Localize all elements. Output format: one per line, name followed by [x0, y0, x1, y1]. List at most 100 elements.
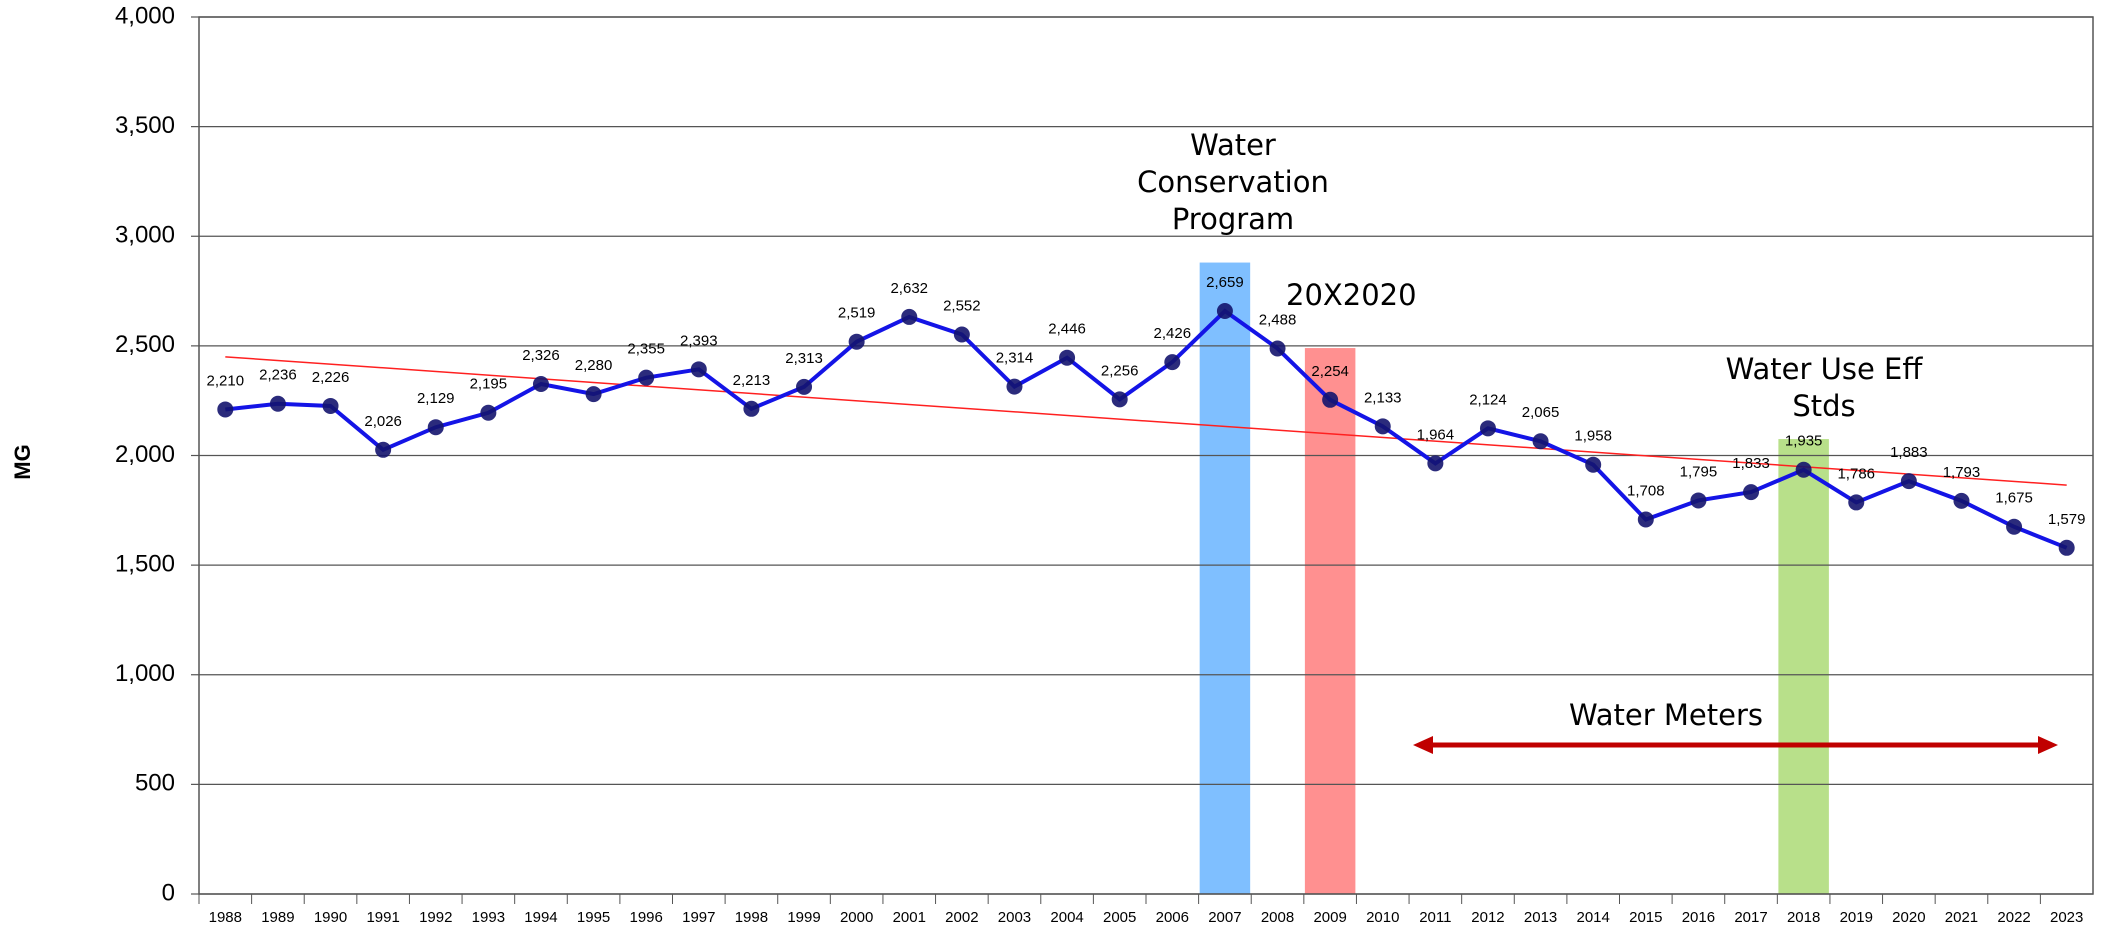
data-label: 2,133: [1364, 389, 1402, 406]
data-point: [375, 441, 392, 458]
x-tick-label: 1998: [735, 909, 768, 926]
data-label: 1,964: [1417, 426, 1455, 443]
data-label: 2,226: [312, 369, 350, 386]
data-point: [1269, 340, 1286, 357]
data-point: [1322, 391, 1339, 408]
data-line: [225, 308, 2068, 550]
data-point: [1532, 433, 1549, 450]
data-point: [1427, 455, 1444, 472]
arrow-head: [2038, 736, 2058, 754]
data-point: [1374, 418, 1391, 435]
x-tick-label: 2018: [1787, 909, 1820, 926]
data-label: 2,195: [470, 376, 508, 393]
annotation: Stds: [1792, 389, 1855, 423]
y-tick-label: 1,500: [115, 550, 175, 577]
data-point: [1111, 391, 1128, 408]
x-tick-label: 2020: [1892, 909, 1925, 926]
data-label: 1,795: [1680, 463, 1718, 480]
highlight-bar: [1199, 262, 1251, 894]
trendline: [225, 356, 2067, 486]
data-point: [1059, 349, 1076, 366]
x-tick-label: 1997: [682, 909, 715, 926]
x-tick-label: 1989: [261, 909, 294, 926]
data-label: 2,446: [1048, 321, 1086, 338]
data-label: 2,393: [680, 332, 718, 349]
data-point: [1164, 354, 1181, 371]
data-point: [1848, 494, 1865, 511]
data-label: 2,426: [1154, 325, 1192, 342]
data-label: 2,280: [575, 357, 613, 374]
y-tick-label: 0: [162, 879, 175, 906]
x-tick-label: 2008: [1261, 909, 1294, 926]
data-point: [690, 361, 707, 378]
annotation: Conservation: [1137, 165, 1329, 199]
data-point: [217, 401, 234, 418]
data-label: 1,958: [1574, 428, 1612, 445]
x-tick-label: 1988: [209, 909, 242, 926]
data-label: 2,355: [627, 341, 665, 358]
data-label: 2,632: [890, 280, 928, 297]
data-label: 2,210: [207, 372, 245, 389]
x-tick-label: 1992: [419, 909, 452, 926]
x-tick-label: 1996: [630, 909, 663, 926]
x-tick-label: 2019: [1840, 909, 1873, 926]
data-point: [269, 395, 286, 412]
data-label: 2,065: [1522, 404, 1560, 421]
data-label: 2,026: [364, 413, 402, 430]
annotation: Water Meters: [1569, 698, 1763, 732]
data-label: 1,675: [1995, 490, 2033, 507]
annotation: Water: [1190, 128, 1276, 162]
data-point: [1585, 456, 1602, 473]
data-label: 2,213: [733, 372, 771, 389]
y-axis-label: MG: [10, 444, 35, 479]
x-tick-label: 2004: [1050, 909, 1083, 926]
y-tick-label: 3,500: [115, 112, 175, 139]
y-tick-label: 3,000: [115, 222, 175, 249]
arrow-head: [1413, 736, 1433, 754]
data-label: 2,326: [522, 347, 560, 364]
data-label: 2,313: [785, 350, 823, 367]
x-tick-label: 1990: [314, 909, 347, 926]
data-point: [1953, 492, 1970, 509]
data-label: 2,256: [1101, 362, 1139, 379]
x-tick-label: 2016: [1682, 909, 1715, 926]
data-point: [532, 376, 549, 393]
y-tick-label: 500: [135, 770, 175, 797]
y-tick-label: 2,000: [115, 441, 175, 468]
x-tick-label: 2022: [1997, 909, 2030, 926]
x-tick-label: 2007: [1208, 909, 1241, 926]
data-label: 1,883: [1890, 444, 1928, 461]
data-point: [1743, 484, 1760, 501]
x-tick-label: 1993: [472, 909, 505, 926]
data-label: 2,236: [259, 367, 297, 384]
data-point: [2006, 518, 2023, 535]
y-tick-label: 2,500: [115, 331, 175, 358]
data-label: 2,552: [943, 297, 981, 314]
x-tick-label: 2023: [2050, 909, 2083, 926]
data-point: [638, 369, 655, 386]
x-tick-label: 1999: [787, 909, 820, 926]
data-point: [796, 378, 813, 395]
x-tick-label: 2017: [1734, 909, 1767, 926]
x-tick-label: 1991: [366, 909, 399, 926]
x-tick-label: 2010: [1366, 909, 1399, 926]
x-tick-label: 2021: [1945, 909, 1978, 926]
data-point: [1690, 492, 1707, 509]
annotation: Water Use Eff: [1726, 352, 1924, 386]
x-tick-label: 2013: [1524, 909, 1557, 926]
data-point: [953, 326, 970, 343]
data-point: [1479, 420, 1496, 437]
highlight-bar: [1778, 439, 1829, 894]
data-label: 2,254: [1311, 363, 1349, 380]
annotation: 20X2020: [1286, 278, 1417, 312]
data-point: [848, 333, 865, 350]
data-point: [1006, 378, 1023, 395]
x-tick-label: 1994: [524, 909, 557, 926]
highlight-bar: [1304, 348, 1356, 894]
data-label: 2,519: [838, 305, 876, 322]
data-point: [901, 308, 918, 325]
data-point: [2058, 539, 2075, 556]
data-label: 1,786: [1837, 465, 1875, 482]
data-label: 1,935: [1785, 433, 1823, 450]
